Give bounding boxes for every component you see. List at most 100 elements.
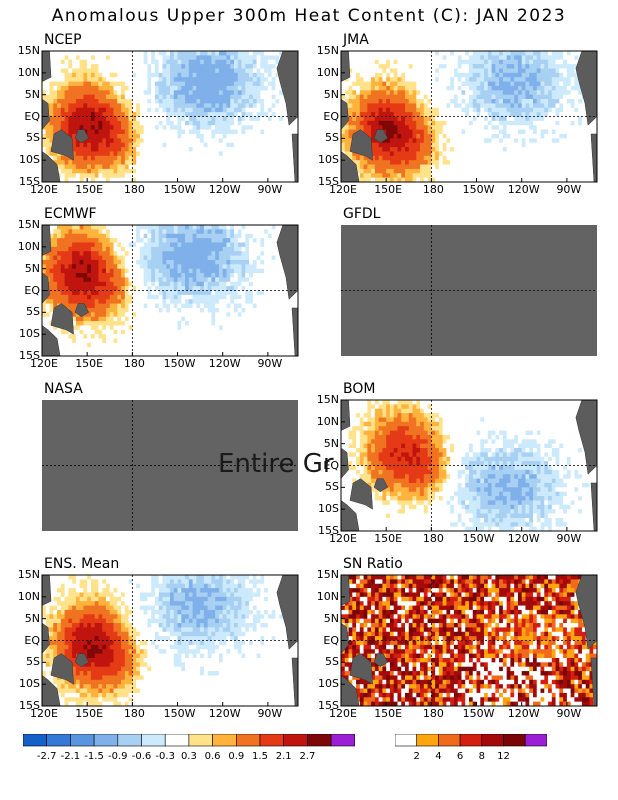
heatmap-cell [173, 103, 178, 109]
heatmap-cell [469, 116, 474, 122]
heatmap-cell [570, 160, 575, 165]
heatmap-cell [139, 81, 145, 87]
heatmap-cell [234, 99, 239, 104]
heatmap-cell [49, 68, 54, 74]
heatmap-cell [416, 51, 421, 56]
heatmap-cell [252, 168, 257, 174]
heatmap-cell [563, 72, 568, 78]
heatmap-cell [106, 59, 111, 65]
heatmap-cell [128, 90, 133, 96]
heatmap-cell [218, 94, 224, 100]
heatmap-cell [427, 116, 432, 122]
heatmap-cell [367, 120, 372, 126]
heatmap-cell [139, 325, 145, 331]
heatmap-cell [166, 72, 171, 78]
heatmap-cell [487, 77, 492, 82]
heatmap-cell [64, 246, 69, 252]
heatmap-cell [249, 85, 254, 91]
heatmap-cell [132, 90, 137, 96]
heatmap-cell [87, 329, 92, 335]
heatmap-cell [158, 103, 163, 109]
heatmap-cell [574, 160, 579, 165]
heatmap-cell [438, 120, 444, 126]
heatmap-cell [438, 147, 444, 152]
heatmap-cell [450, 51, 455, 56]
heatmap-cell [514, 147, 519, 152]
heatmap-cell [72, 64, 77, 69]
heatmap-cell [286, 173, 291, 179]
heatmap-cell [453, 125, 459, 130]
heatmap-cell [495, 81, 500, 87]
heatmap-cell [106, 168, 111, 174]
heatmap-cell [423, 133, 428, 139]
heatmap-cell [132, 142, 137, 148]
heatmap-cell [42, 321, 47, 326]
heatmap-cell [121, 107, 126, 113]
heatmap-cell [49, 90, 54, 96]
heatmap-cell [79, 255, 84, 261]
heatmap-cell [393, 177, 398, 183]
heatmap-cell [241, 51, 246, 56]
heatmap-cell [109, 64, 114, 69]
heatmap-cell [480, 138, 485, 144]
heatmap-cell [412, 133, 417, 139]
heatmap-cell [574, 94, 579, 100]
heatmap-cell [450, 94, 455, 100]
panel-ncep: NCEP 15N 10N 5N EQ 5S 10S 15S 120E 150E 180 150W 120… [18, 32, 299, 196]
heatmap-cell [559, 59, 564, 65]
heatmap-cell [517, 177, 523, 183]
heatmap-cell [75, 99, 81, 104]
heatmap-cell [79, 85, 84, 91]
heatmap-cell [75, 112, 81, 117]
heatmap-cell [514, 77, 519, 82]
heatmap-cell [49, 329, 54, 335]
heatmap-cell [499, 99, 504, 104]
heatmap-cell [192, 138, 197, 144]
heatmap-cell [102, 64, 107, 69]
heatmap-cell [405, 120, 410, 126]
heatmap-cell [75, 268, 81, 274]
heatmap-cell [68, 99, 73, 104]
heatmap-cell [540, 129, 545, 135]
heatmap-cell [121, 347, 126, 353]
heatmap-cell [438, 173, 444, 179]
heatmap-cell [544, 99, 549, 104]
heatmap-cell [158, 160, 163, 165]
heatmap-cell [57, 251, 62, 256]
heatmap-cell [453, 177, 459, 183]
heatmap-cell [416, 55, 421, 61]
heatmap-cell [574, 99, 579, 104]
heatmap-cell [256, 116, 261, 122]
heatmap-cell [275, 116, 280, 122]
heatmap-cell [275, 125, 280, 130]
heatmap-cell [416, 173, 421, 179]
heatmap-cell [581, 133, 587, 139]
heatmap-cell [124, 334, 129, 339]
heatmap-cell [143, 85, 148, 91]
heatmap-cell [60, 85, 65, 91]
heatmap-cell [412, 68, 417, 74]
heatmap-cell [397, 116, 402, 122]
heatmap-cell [260, 103, 265, 109]
heatmap-cell [45, 129, 50, 135]
heatmap-cell [521, 147, 526, 152]
heatmap-cell [241, 68, 246, 74]
heatmap-cell [166, 55, 171, 61]
heatmap-cell [60, 342, 65, 348]
heatmap-cell [154, 72, 160, 78]
x-tick-label: 180 [123, 183, 145, 196]
heatmap-cell [57, 120, 62, 126]
heatmap-cell [420, 151, 425, 157]
heatmap-cell [53, 151, 58, 157]
heatmap-cell [143, 277, 148, 283]
heatmap-cell [555, 177, 560, 183]
heatmap-cell [162, 68, 167, 74]
heatmap-cell [363, 112, 368, 117]
heatmap-cell [252, 147, 257, 152]
heatmap-cell [484, 81, 489, 87]
heatmap-cell [525, 72, 530, 78]
heatmap-cell [192, 177, 197, 183]
heatmap-cell [94, 225, 99, 230]
heatmap-cell [188, 142, 193, 148]
heatmap-cell [132, 85, 137, 91]
